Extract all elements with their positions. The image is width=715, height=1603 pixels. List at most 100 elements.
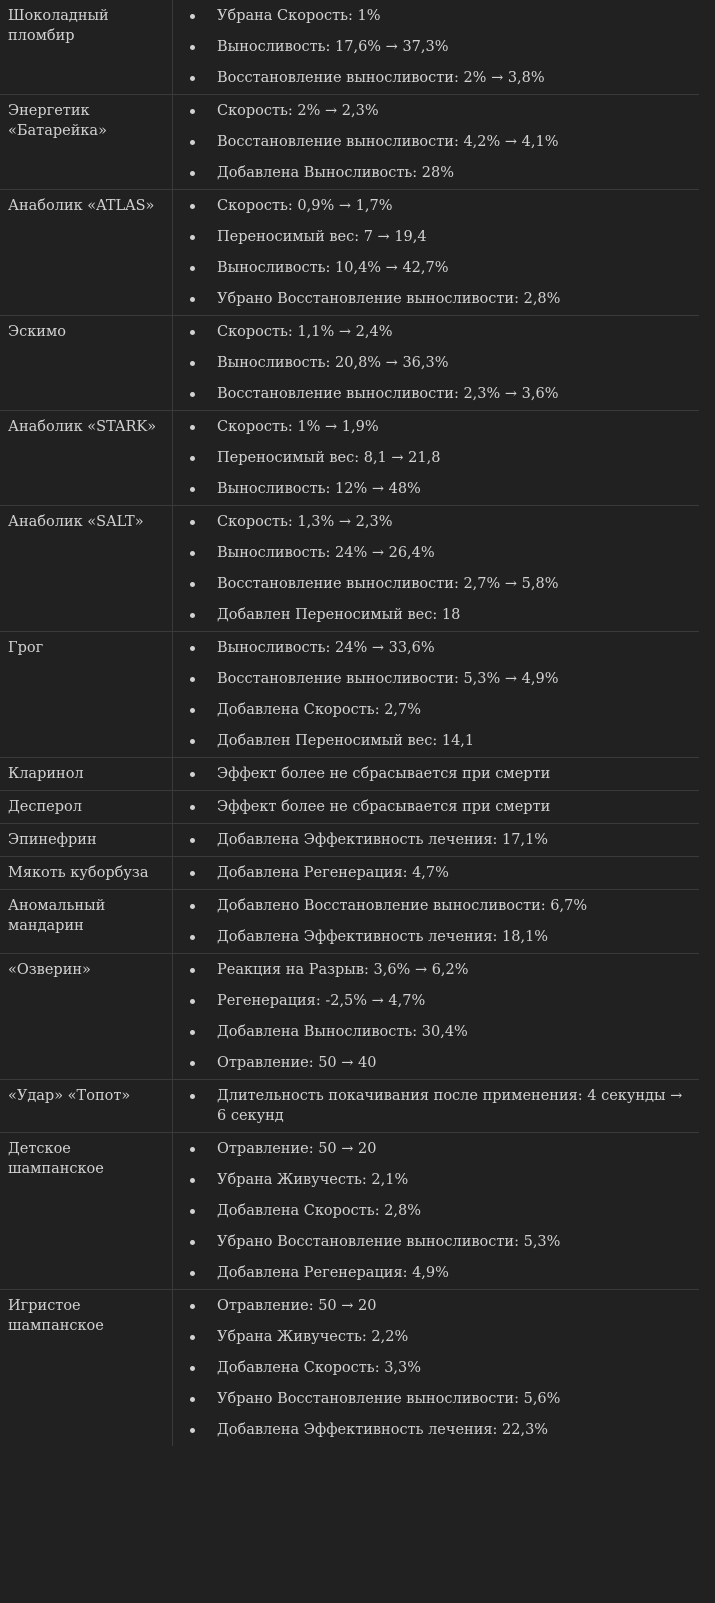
effect-text: Добавлена Выносливость: 30,4% xyxy=(217,1024,468,1040)
bullet-icon xyxy=(190,109,195,114)
item-effects-cell: Скорость: 1% → 1,9% Переносимый вес: 8,1 … xyxy=(172,410,699,506)
bullet-icon xyxy=(190,487,195,492)
list-item: Добавлен Переносимый вес: 18 xyxy=(173,605,689,625)
bullet-icon xyxy=(190,1094,195,1099)
list-item: Переносимый вес: 7 → 19,4 xyxy=(173,227,689,247)
bullet-icon xyxy=(190,677,195,682)
list-item: Восстановление выносливости: 2% → 3,8% xyxy=(173,68,689,88)
list-item: Добавлена Эффективность лечения: 22,3% xyxy=(173,1420,689,1440)
item-effects-cell: Эффект более не сбрасывается при смерти xyxy=(172,790,699,824)
effects-list: Скорость: 2% → 2,3% Восстановление выносл… xyxy=(173,101,699,183)
changes-table-body: Шоколадный пломбир Убрана Скорость: 1% Вын… xyxy=(0,0,699,1446)
list-item: Восстановление выносливости: 4,2% → 4,1% xyxy=(173,132,689,152)
effect-text: Добавлена Скорость: 2,8% xyxy=(217,1203,422,1219)
list-item: Выносливость: 10,4% → 42,7% xyxy=(173,258,689,278)
bullet-icon xyxy=(190,425,195,430)
list-item: Скорость: 1,3% → 2,3% xyxy=(173,512,689,532)
effect-text: Восстановление выносливости: 2,7% → 5,8% xyxy=(217,576,559,592)
item-effects-cell: Длительность покачивания после применени… xyxy=(172,1079,699,1133)
list-item: Добавлена Скорость: 2,8% xyxy=(173,1201,689,1221)
item-effects-cell: Добавлена Регенерация: 4,7% xyxy=(172,856,699,890)
effect-text: Убрано Восстановление выносливости: 2,8% xyxy=(217,291,561,307)
bullet-icon xyxy=(190,171,195,176)
list-item: Отравление: 50 → 40 xyxy=(173,1053,689,1073)
list-item: Скорость: 1% → 1,9% xyxy=(173,417,689,437)
bullet-icon xyxy=(190,582,195,587)
list-item: Убрано Восстановление выносливости: 2,8% xyxy=(173,289,689,309)
bullet-icon xyxy=(190,739,195,744)
effect-text: Отравление: 50 → 40 xyxy=(217,1055,377,1071)
effects-list: Отравление: 50 → 20 Убрана Живучесть: 2,1… xyxy=(173,1139,699,1283)
list-item: Добавлена Выносливость: 30,4% xyxy=(173,1022,689,1042)
item-name-cell: Мякоть куборбуза xyxy=(0,856,173,890)
bullet-icon xyxy=(190,999,195,1004)
list-item: Эффект более не сбрасывается при смерти xyxy=(173,764,689,784)
effect-text: Добавлено Восстановление выносливости: 6… xyxy=(217,898,588,914)
table-row: Грог Выносливость: 24% → 33,6% Восстановле… xyxy=(0,631,699,758)
effects-list: Скорость: 1,1% → 2,4% Выносливость: 20,8%… xyxy=(173,322,699,404)
list-item: Эффект более не сбрасывается при смерти xyxy=(173,797,689,817)
bullet-icon xyxy=(190,76,195,81)
effect-text: Скорость: 1% → 1,9% xyxy=(217,419,379,435)
list-item: Отравление: 50 → 20 xyxy=(173,1139,689,1159)
list-item: Добавлено Восстановление выносливости: 6… xyxy=(173,896,689,916)
bullet-icon xyxy=(190,456,195,461)
effects-list: Добавлено Восстановление выносливости: 6… xyxy=(173,896,699,947)
list-item: Реакция на Разрыв: 3,6% → 6,2% xyxy=(173,960,689,980)
effect-text: Выносливость: 10,4% → 42,7% xyxy=(217,260,449,276)
item-name-cell: Шоколадный пломбир xyxy=(0,0,173,95)
effect-text: Отравление: 50 → 20 xyxy=(217,1141,377,1157)
effect-text: Длительность покачивания после применени… xyxy=(217,1088,683,1124)
effect-text: Выносливость: 24% → 33,6% xyxy=(217,640,435,656)
effect-text: Скорость: 1,1% → 2,4% xyxy=(217,324,393,340)
bullet-icon xyxy=(190,968,195,973)
item-effects-cell: Добавлено Восстановление выносливости: 6… xyxy=(172,889,699,954)
bullet-icon xyxy=(190,330,195,335)
item-name-cell: Эпинефрин xyxy=(0,823,173,857)
effect-text: Регенерация: -2,5% → 4,7% xyxy=(217,993,426,1009)
bullet-icon xyxy=(190,204,195,209)
item-name-cell: Эскимо xyxy=(0,315,173,411)
list-item: Выносливость: 20,8% → 36,3% xyxy=(173,353,689,373)
list-item: Скорость: 0,9% → 1,7% xyxy=(173,196,689,216)
bullet-icon xyxy=(190,297,195,302)
bullet-icon xyxy=(190,140,195,145)
bullet-icon xyxy=(190,1147,195,1152)
list-item: Убрана Скорость: 1% xyxy=(173,6,689,26)
item-effects-cell: Отравление: 50 → 20 Убрана Живучесть: 2,1… xyxy=(172,1132,699,1290)
item-effects-cell: Эффект более не сбрасывается при смерти xyxy=(172,757,699,791)
effect-text: Выносливость: 17,6% → 37,3% xyxy=(217,39,449,55)
list-item: Добавлена Скорость: 2,7% xyxy=(173,700,689,720)
bullet-icon xyxy=(190,520,195,525)
item-effects-cell: Добавлена Эффективность лечения: 17,1% xyxy=(172,823,699,857)
effects-list: Убрана Скорость: 1% Выносливость: 17,6% →… xyxy=(173,6,699,88)
bullet-icon xyxy=(190,551,195,556)
list-item: Восстановление выносливости: 5,3% → 4,9% xyxy=(173,669,689,689)
list-item: Восстановление выносливости: 2,7% → 5,8% xyxy=(173,574,689,594)
bullet-icon xyxy=(190,1397,195,1402)
effect-text: Убрана Живучесть: 2,2% xyxy=(217,1329,409,1345)
effect-text: Добавлена Регенерация: 4,7% xyxy=(217,865,449,881)
effects-list: Реакция на Разрыв: 3,6% → 6,2% Регенераци… xyxy=(173,960,699,1073)
effect-text: Убрана Живучесть: 2,1% xyxy=(217,1172,409,1188)
effect-text: Восстановление выносливости: 4,2% → 4,1% xyxy=(217,134,559,150)
list-item: Убрано Восстановление выносливости: 5,6% xyxy=(173,1389,689,1409)
bullet-icon xyxy=(190,1178,195,1183)
effect-text: Добавлен Переносимый вес: 14,1 xyxy=(217,733,475,749)
table-row: Анаболик «ATLAS» Скорость: 0,9% → 1,7% Пер… xyxy=(0,189,699,316)
list-item: Выносливость: 24% → 26,4% xyxy=(173,543,689,563)
effect-text: Убрана Скорость: 1% xyxy=(217,8,381,24)
item-effects-cell: Реакция на Разрыв: 3,6% → 6,2% Регенераци… xyxy=(172,953,699,1080)
item-effects-cell: Убрана Скорость: 1% Выносливость: 17,6% →… xyxy=(172,0,699,95)
list-item: Добавлена Скорость: 3,3% xyxy=(173,1358,689,1378)
effects-list: Эффект более не сбрасывается при смерти xyxy=(173,797,699,817)
bullet-icon xyxy=(190,1030,195,1035)
effect-text: Реакция на Разрыв: 3,6% → 6,2% xyxy=(217,962,469,978)
effect-text: Скорость: 1,3% → 2,3% xyxy=(217,514,393,530)
effect-text: Добавлена Эффективность лечения: 22,3% xyxy=(217,1422,549,1438)
effect-text: Добавлена Выносливость: 28% xyxy=(217,165,455,181)
table-row: Энергетик «Батарейка» Скорость: 2% → 2,3%… xyxy=(0,94,699,190)
table-row: Мякоть куборбуза Добавлена Регенерация: 4… xyxy=(0,856,699,890)
changes-table: Шоколадный пломбир Убрана Скорость: 1% Вын… xyxy=(0,0,699,1446)
list-item: Убрана Живучесть: 2,1% xyxy=(173,1170,689,1190)
